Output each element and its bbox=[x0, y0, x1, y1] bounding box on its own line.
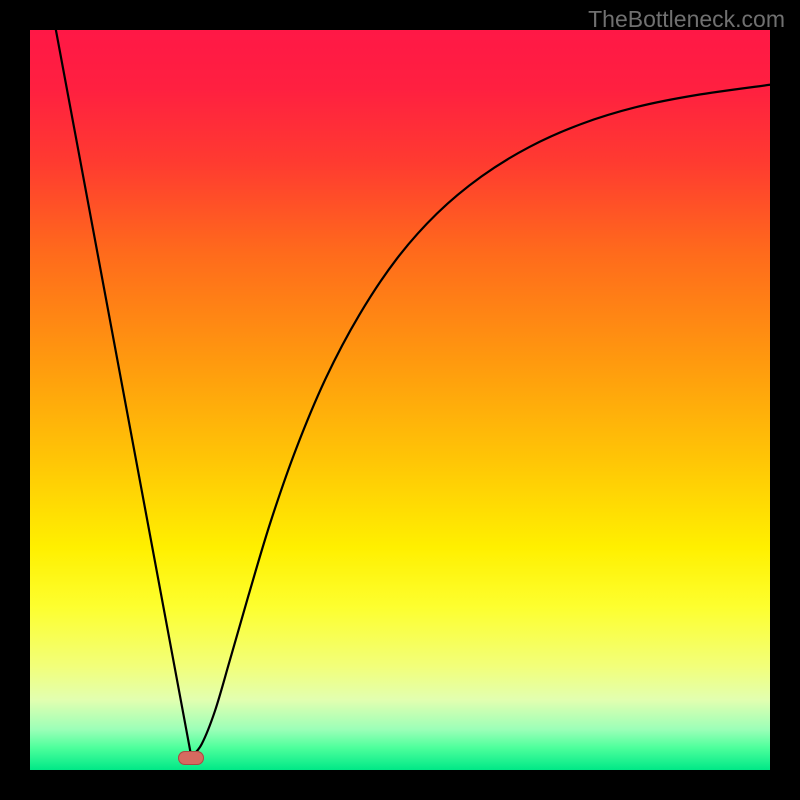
minimum-marker bbox=[178, 751, 204, 765]
bottleneck-curve bbox=[56, 30, 770, 757]
chart-container: TheBottleneck.com bbox=[0, 0, 800, 800]
curve-svg bbox=[30, 30, 770, 770]
watermark-text: TheBottleneck.com bbox=[588, 6, 785, 33]
plot-area bbox=[30, 30, 770, 770]
